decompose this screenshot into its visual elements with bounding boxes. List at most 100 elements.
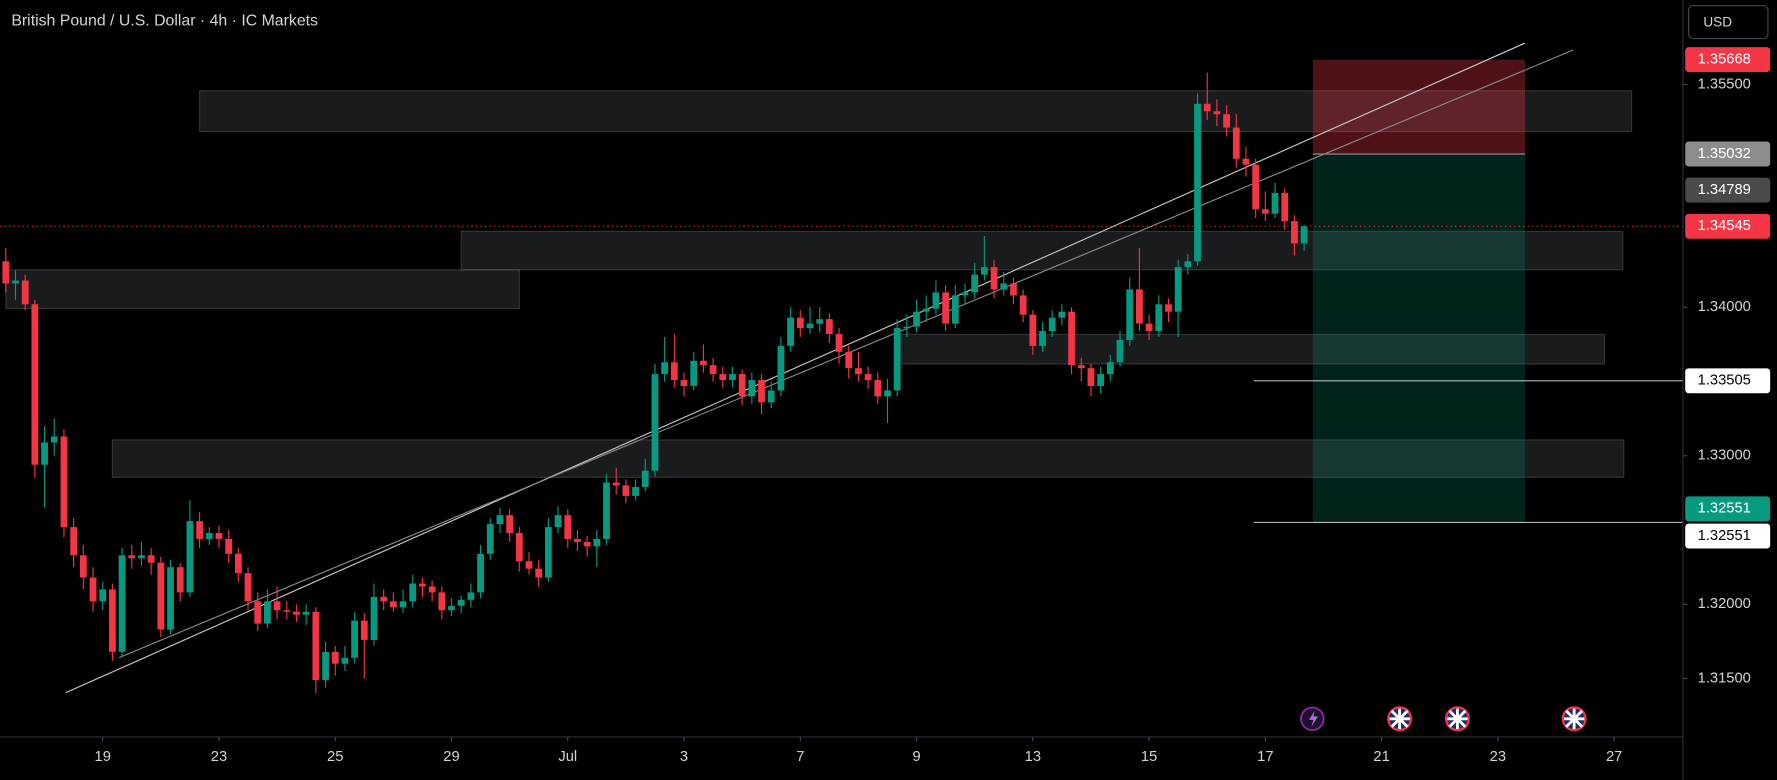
candle-body [574, 538, 581, 542]
candle-body [1087, 368, 1095, 386]
candle-body [1010, 283, 1017, 296]
candle-body [234, 553, 242, 574]
candle-body [254, 601, 262, 624]
candle-body [360, 620, 368, 640]
price-badge-label: 1.34545 [1698, 218, 1751, 234]
price-badge-label: 1.34789 [1698, 182, 1751, 198]
candle-body [1213, 111, 1221, 115]
candle-body [1194, 103, 1201, 262]
candle-body [486, 524, 494, 554]
candle-body [128, 555, 136, 559]
x-tick-label: 29 [443, 749, 459, 765]
candle-body [1174, 267, 1182, 312]
candle-body [1261, 209, 1269, 214]
uk-flag-icons [1387, 706, 1587, 732]
candle-body [651, 374, 659, 471]
candle-body [777, 345, 785, 391]
candle-body [79, 555, 87, 578]
candle-body [1106, 362, 1114, 375]
candle-body [99, 589, 107, 602]
candle-body [225, 538, 233, 554]
candle-body [1029, 314, 1037, 346]
candle-body [738, 374, 746, 397]
currency-label[interactable]: USD [1703, 14, 1732, 29]
candle-body [583, 541, 591, 547]
candle-body [293, 611, 300, 615]
candle-body [21, 280, 29, 305]
price-badge-label: 1.35668 [1698, 51, 1751, 67]
candle-body [428, 586, 436, 593]
candle-body [893, 328, 901, 391]
candle-body [816, 319, 824, 324]
candle-body [1145, 323, 1153, 332]
candle-body [1281, 192, 1289, 222]
zone [5, 269, 520, 310]
x-tick-label: 17 [1257, 749, 1273, 765]
y-tick-label: 1.31500 [1698, 670, 1751, 686]
plot-layer [0, 42, 1683, 694]
candle-body [70, 527, 78, 556]
candle-body [806, 323, 814, 329]
candle-body [196, 521, 203, 539]
price-badge [1685, 523, 1771, 549]
candle-body [748, 380, 756, 397]
candle-body [758, 380, 765, 403]
position-target-zone [1312, 154, 1526, 523]
candle-body [264, 601, 271, 624]
candle-body [1058, 311, 1066, 318]
price-badge-label: 1.35032 [1698, 146, 1751, 162]
x-tick-label: Jul [558, 749, 577, 765]
position-stop-zone [1312, 59, 1526, 155]
trendline [65, 42, 1526, 694]
candle-body [903, 326, 911, 329]
candle-body [913, 311, 920, 327]
zone [460, 230, 1624, 271]
candle-body [719, 374, 727, 381]
candle-body [835, 334, 843, 352]
candle-body [409, 583, 417, 602]
x-tick-label: 3 [680, 749, 688, 765]
candle-body [138, 555, 145, 559]
candle-body [535, 568, 543, 578]
candle-body [1068, 311, 1075, 366]
price-badge [1685, 47, 1771, 73]
flag-glyph [1389, 708, 1410, 729]
candle-body [496, 515, 504, 525]
candle-body [554, 515, 562, 528]
price-badge [1685, 141, 1771, 167]
candle-body [389, 601, 397, 608]
candle-body [438, 592, 446, 611]
candle-body [1048, 317, 1056, 332]
candle-body [593, 538, 601, 547]
candle-body [1097, 374, 1105, 386]
zone [896, 333, 1606, 365]
price-badge-label: 1.32551 [1698, 501, 1751, 517]
candle-body [525, 561, 533, 569]
candle-body [331, 651, 339, 664]
y-tick-label: 1.33000 [1698, 448, 1751, 464]
candle-body [661, 362, 669, 375]
candle-body [690, 360, 698, 386]
candle-body [1203, 103, 1211, 112]
candle-body [855, 368, 862, 375]
candle-body [419, 583, 426, 587]
candle-body [118, 555, 126, 652]
candle-body [215, 533, 223, 539]
candle-body [515, 533, 523, 562]
candle-body [612, 482, 620, 486]
x-tick-label: 19 [95, 749, 111, 765]
y-tick-label: 1.34000 [1698, 299, 1751, 315]
candle-body [1291, 221, 1298, 244]
candle-body [50, 436, 58, 443]
candle-body [60, 436, 68, 528]
currency-button[interactable] [1688, 5, 1769, 40]
candle-body [448, 605, 455, 611]
event-glyph [1308, 710, 1319, 727]
flag-glyph [1563, 708, 1585, 729]
candle-body [680, 380, 688, 386]
x-tick-label: 25 [327, 749, 343, 765]
candle-body [41, 442, 48, 465]
candle-body [506, 515, 514, 534]
x-tick-label: 27 [1606, 749, 1622, 765]
